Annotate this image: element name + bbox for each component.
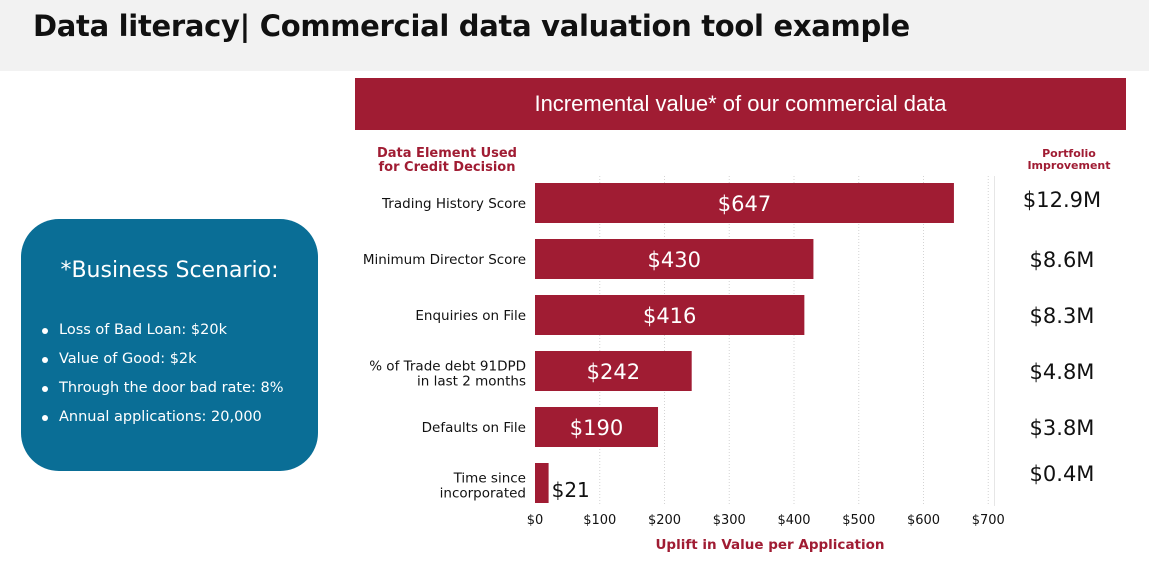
- column-divider: [994, 176, 995, 506]
- category-header: Data Element Used for Credit Decision: [366, 147, 528, 175]
- data-label: $242: [587, 360, 640, 384]
- scenario-item-text: Through the door bad rate: 8%: [59, 380, 284, 396]
- category-header-line: Data Element Used: [376, 146, 517, 161]
- bullet-icon: [42, 328, 48, 334]
- bar: [535, 463, 549, 503]
- bar: [535, 239, 814, 279]
- category-label: Minimum Director Score: [363, 252, 526, 268]
- scenario-title: *Business Scenario:: [60, 258, 279, 283]
- business-scenario-panel: *Business Scenario: Loss of Bad Loan: $2…: [21, 219, 318, 471]
- x-tick-label: $100: [583, 513, 616, 528]
- scenario-item-text: Value of Good: $2k: [59, 351, 197, 367]
- portfolio-value: $12.9M: [1023, 188, 1101, 212]
- portfolio-value: $8.3M: [1030, 304, 1095, 328]
- x-tick-label: $200: [648, 513, 681, 528]
- x-tick-label: $600: [907, 513, 940, 528]
- portfolio-value: $3.8M: [1030, 416, 1095, 440]
- portfolio-header: Portfolio Improvement: [1014, 148, 1124, 172]
- bar: [535, 351, 692, 391]
- bullet-icon: [42, 357, 48, 363]
- category-label: Time since: [453, 471, 526, 487]
- portfolio-value: $4.8M: [1030, 360, 1095, 384]
- scenario-item: Value of Good: $2k: [41, 345, 284, 374]
- x-tick-label: $300: [713, 513, 746, 528]
- data-label: $190: [570, 416, 623, 440]
- x-axis-label: Uplift in Value per Application: [655, 537, 885, 553]
- bullet-icon: [42, 386, 48, 392]
- x-tick-label: $400: [777, 513, 810, 528]
- portfolio-header-line: Portfolio: [1042, 147, 1096, 160]
- chart-title-banner: Incremental value* of our commercial dat…: [355, 78, 1126, 130]
- category-label: incorporated: [440, 486, 526, 502]
- scenario-item: Through the door bad rate: 8%: [41, 374, 284, 403]
- page-title: Data literacy| Commercial data valuation…: [33, 9, 910, 43]
- data-label: $430: [647, 248, 700, 272]
- chart-title: Incremental value* of our commercial dat…: [534, 91, 947, 116]
- category-header-line: for Credit Decision: [378, 160, 516, 175]
- portfolio-value: $0.4M: [1030, 462, 1095, 486]
- data-label: $416: [643, 304, 696, 328]
- bar: [535, 407, 659, 447]
- scenario-item-text: Annual applications: 20,000: [59, 409, 262, 425]
- scenario-item-text: Loss of Bad Loan: $20k: [59, 322, 227, 338]
- scenario-item: Annual applications: 20,000: [41, 403, 284, 432]
- portfolio-value: $8.6M: [1030, 248, 1095, 272]
- x-tick-label: $0: [527, 513, 544, 528]
- portfolio-header-line: Improvement: [1027, 159, 1111, 172]
- x-tick-label: $700: [972, 513, 1005, 528]
- scenario-item: Loss of Bad Loan: $20k: [41, 316, 284, 345]
- data-label: $647: [718, 192, 771, 216]
- category-label: % of Trade debt 91DPD: [369, 359, 526, 375]
- category-label: in last 2 months: [417, 374, 526, 390]
- category-label: Enquiries on File: [415, 308, 526, 324]
- bar: [535, 295, 805, 335]
- category-label: Defaults on File: [422, 420, 526, 436]
- bar: [535, 183, 954, 223]
- scenario-list: Loss of Bad Loan: $20k Value of Good: $2…: [41, 316, 284, 432]
- bullet-icon: [42, 415, 48, 421]
- x-tick-label: $500: [842, 513, 875, 528]
- data-label: $21: [552, 478, 590, 502]
- category-label: Trading History Score: [381, 196, 526, 212]
- header-band: [0, 0, 1149, 71]
